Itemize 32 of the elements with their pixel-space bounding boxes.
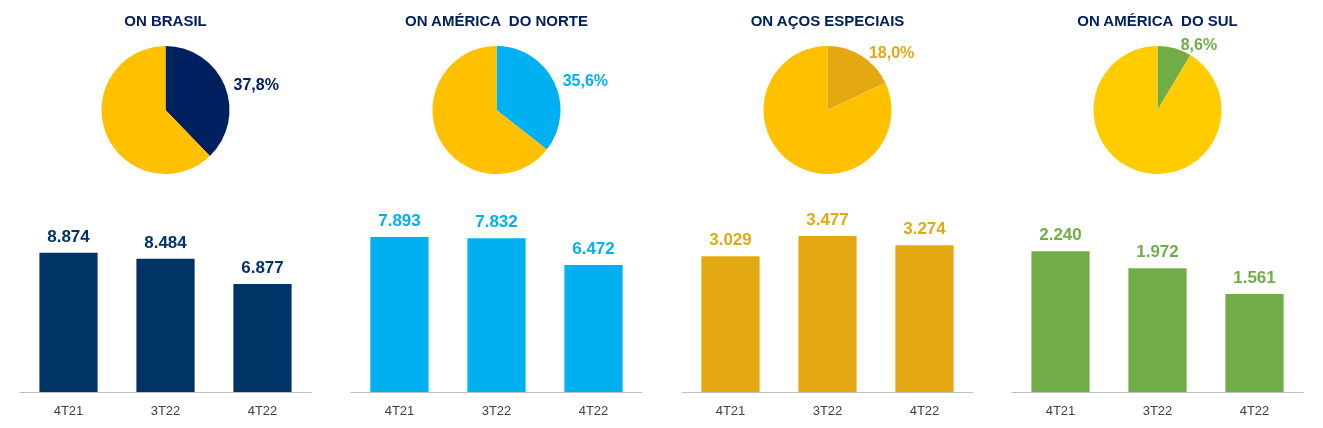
x-tick-label: 4T22 bbox=[1239, 403, 1270, 418]
data-label: 3.477 bbox=[805, 210, 849, 230]
data-label: 1.561 bbox=[1233, 267, 1277, 287]
x-tick-label: 4T22 bbox=[909, 403, 939, 418]
x-tick-label: 4T21 bbox=[53, 403, 84, 418]
data-label: 3.029 bbox=[708, 230, 752, 250]
chart-title: ON BRASIL bbox=[124, 12, 207, 29]
x-tick-label: 3T22 bbox=[1142, 403, 1173, 418]
x-tick-label: 3T22 bbox=[150, 403, 181, 418]
data-label: 35,6% bbox=[562, 71, 608, 89]
data-label: 2.240 bbox=[1039, 225, 1083, 245]
x-tick-label: 4T22 bbox=[247, 403, 278, 418]
data-label: 1.972 bbox=[1136, 242, 1180, 262]
x-tick-label: 4T21 bbox=[1045, 403, 1076, 418]
x-tick-label: 4T22 bbox=[578, 403, 609, 418]
data-label: 8.874 bbox=[47, 226, 91, 246]
data-label: 7.893 bbox=[377, 211, 421, 231]
data-label: 18,0% bbox=[868, 44, 914, 62]
data-label: 6.472 bbox=[571, 238, 615, 258]
x-tick-label: 3T22 bbox=[812, 403, 842, 418]
data-label: 8,6% bbox=[1180, 35, 1218, 53]
data-label: 37,8% bbox=[233, 76, 279, 94]
data-label: 6.877 bbox=[241, 258, 284, 278]
x-tick-label: 4T21 bbox=[715, 403, 745, 418]
chart-title: ON AMÉRICA DO NORTE bbox=[404, 12, 588, 29]
chart-title: ON AÇOS ESPECIAIS bbox=[750, 12, 904, 29]
data-label: 3.274 bbox=[902, 219, 946, 239]
x-tick-label: 4T21 bbox=[384, 403, 415, 418]
data-label: 7.832 bbox=[474, 212, 518, 232]
chart-title: ON AMÉRICA DO SUL bbox=[1077, 12, 1239, 29]
data-label: 8.484 bbox=[144, 232, 188, 252]
x-tick-label: 3T22 bbox=[481, 403, 512, 418]
